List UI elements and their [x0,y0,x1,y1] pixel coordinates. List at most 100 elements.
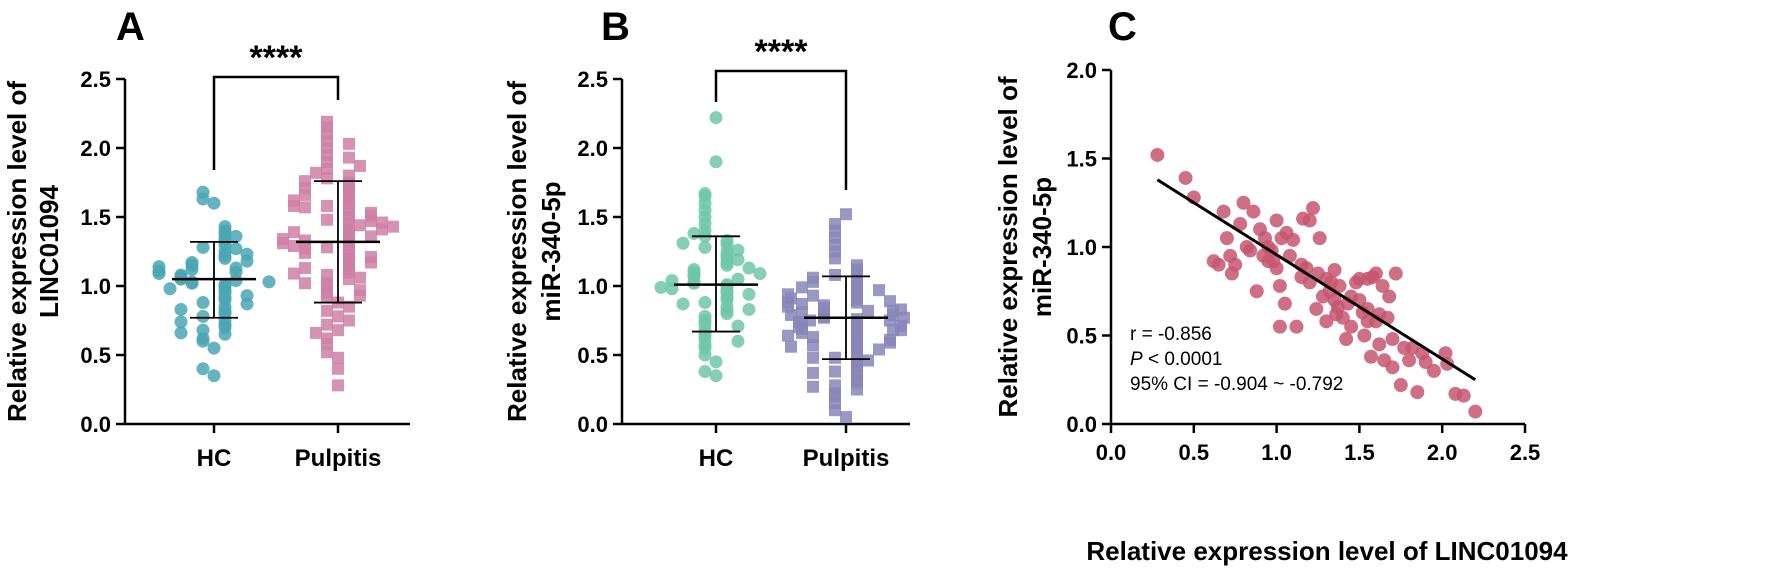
y-axis-title-line-2: miR-340-5p [1027,177,1057,317]
data-point [207,369,221,383]
error-bars-b [674,235,888,361]
data-point [1309,301,1324,316]
data-point [1243,243,1258,258]
stat-p-value: < 0.0001 [1143,349,1223,370]
data-point [207,196,221,210]
data-point [343,300,355,313]
x-categories-a: HC Pulpitis [197,424,381,472]
data-point [1211,257,1226,272]
data-point [887,324,899,337]
data-point [654,280,668,294]
data-point [1269,213,1284,228]
data-point [807,351,819,364]
data-point [262,275,276,289]
data-point [731,243,745,257]
data-point [887,304,899,317]
data-point [299,277,311,290]
data-point [332,310,344,323]
panel-a: A Relative expression level of LINC01094 … [2,5,410,472]
data-point [288,199,300,212]
data-point [1418,355,1433,370]
data-points-c [1150,147,1483,419]
data-point [687,227,701,241]
data-point [343,314,355,327]
data-point [1306,201,1321,216]
panel-letter-c: C [1108,5,1137,49]
y-tick-label: 0.0 [577,412,608,437]
y-tick-label: 2.5 [80,67,111,92]
panel-c: C Relative expression level of miR-340-5p… [993,5,1568,566]
data-point [687,262,701,276]
data-point [804,314,816,327]
data-point [1286,232,1301,247]
data-point [196,323,210,337]
y-ticks-b: 0.0 0.5 1.0 1.5 2.0 2.5 [577,67,622,437]
data-point [365,209,377,222]
data-point [1426,363,1441,378]
data-point [229,229,243,243]
data-point [1388,266,1403,281]
significance-bracket-b: **** [714,33,848,190]
data-point [310,326,322,339]
significance-bracket-line [212,75,340,170]
x-axis-title-c: Relative expression level of LINC01094 [1086,536,1568,566]
data-points-a [152,115,399,392]
x-category-label: HC [699,445,734,472]
data-point [1178,170,1193,185]
data-point [1272,319,1287,334]
data-point [196,362,210,376]
data-point [742,261,756,275]
data-point [829,268,841,281]
data-point [332,351,344,364]
panel-letter-a: A [116,5,145,49]
data-point [1468,404,1483,419]
data-point [332,379,344,392]
y-axis-title-line-2: LINC01094 [34,184,64,317]
data-point [196,240,210,254]
data-point [332,324,344,337]
data-point [709,155,723,169]
x-tick-label: 2.5 [1510,440,1541,465]
data-point [343,137,355,150]
data-point [1319,314,1334,329]
data-point [196,185,210,199]
data-point [332,362,344,375]
data-point [218,220,232,234]
data-point [152,260,166,274]
data-point [1219,231,1234,246]
data-point [785,340,797,353]
data-point [698,365,712,379]
data-point [1246,204,1261,219]
data-point [1312,231,1327,246]
data-point [1272,278,1287,293]
data-point [807,366,819,379]
data-point [321,241,333,254]
data-point [709,355,723,369]
panel-letter-b: B [601,5,630,49]
data-point [1360,314,1375,329]
significance-stars: **** [755,33,809,71]
data-point [676,297,690,311]
y-tick-label: 0.0 [80,412,111,437]
significance-bracket-line [714,69,848,190]
data-point [229,261,243,275]
data-point [321,268,333,281]
data-point [1216,204,1231,219]
data-point [1277,296,1292,311]
y-ticks-a: 0.0 0.5 1.0 1.5 2.0 2.5 [80,67,125,437]
data-point [196,309,210,323]
data-point [851,259,863,272]
x-ticks-c: 0.0 0.5 1.0 1.5 2.0 2.5 [1096,424,1541,465]
data-point [1402,353,1417,368]
data-point [731,253,745,267]
y-tick-label: 1.5 [80,205,111,230]
data-point [1261,254,1276,269]
data-point [1228,257,1243,272]
stat-p-symbol: P [1130,349,1143,370]
data-point [354,271,366,284]
y-tick-label: 0.5 [80,343,111,368]
data-point [240,247,254,261]
data-point [1302,213,1317,228]
axes-b [620,79,910,426]
